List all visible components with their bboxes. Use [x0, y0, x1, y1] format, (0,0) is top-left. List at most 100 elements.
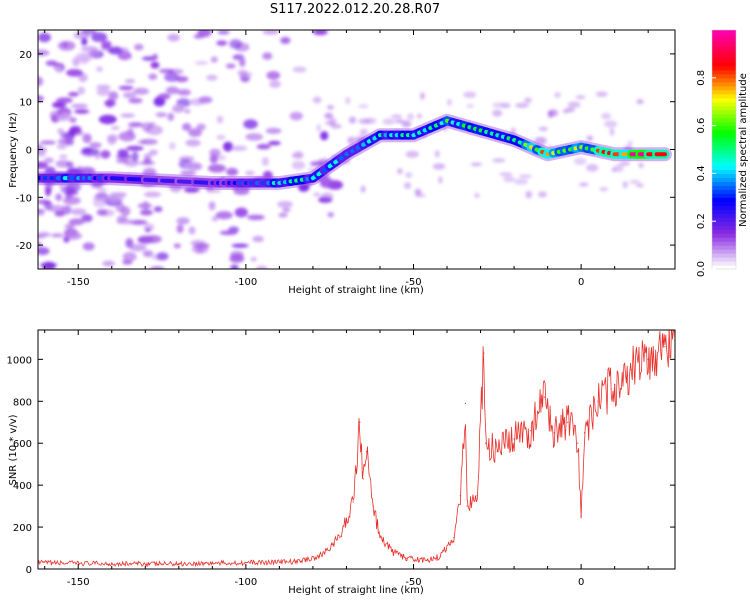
spectrogram-x-axis: -150 -100 -50 0 [44, 30, 649, 288]
snr-point [614, 383, 616, 386]
colorbar-segment [712, 97, 736, 103]
noise-blob [139, 209, 153, 216]
snr-x-tick-label: -50 [405, 577, 421, 588]
snr-point [459, 495, 462, 497]
noise-blob [67, 92, 79, 97]
noise-blob [120, 113, 135, 118]
noise-blob [316, 124, 322, 133]
snr-line [38, 330, 675, 568]
noise-blob [185, 139, 201, 147]
noise-blob [38, 161, 49, 169]
noise-blob [219, 230, 238, 236]
snr-point [664, 346, 666, 348]
noise-blob [158, 93, 171, 100]
noise-blob [298, 183, 310, 192]
noise-blob [81, 214, 93, 223]
noise-blob [266, 71, 281, 80]
noise-blob [216, 40, 228, 46]
noise-blob [38, 32, 51, 43]
noise-blob [118, 54, 133, 60]
noise-blob [153, 206, 163, 213]
colorbar-segment [712, 197, 736, 202]
noise-blob [102, 260, 115, 267]
noise-blob [57, 128, 65, 135]
noise-blob [55, 193, 63, 202]
colorbar-segment [712, 233, 736, 238]
colorbar-tick-label: 0.2 [696, 213, 707, 229]
colorbar-tick-label: 0.4 [696, 165, 707, 181]
noise-blob [124, 79, 136, 84]
noise-blob [148, 73, 158, 81]
snr-point [372, 505, 374, 507]
noise-blob [401, 120, 412, 128]
noise-blob [420, 92, 425, 100]
noise-blob [167, 112, 175, 121]
noise-blob [96, 66, 103, 72]
colorbar-segment [712, 229, 736, 234]
noise-blob [280, 36, 291, 45]
colorbar-segment [712, 225, 736, 230]
noise-blob [245, 133, 264, 141]
colorbar-segment [712, 137, 736, 143]
colorbar-segment [712, 193, 736, 198]
noise-blob [50, 233, 64, 238]
snr-point [178, 563, 180, 565]
colorbar-segment [712, 69, 736, 75]
noise-blob [216, 154, 227, 161]
colorbar-segment [712, 185, 736, 190]
noise-blob [70, 208, 87, 216]
noise-blob [364, 117, 377, 124]
noise-blob [66, 168, 82, 176]
spectrogram-y-tick-label: 0 [26, 146, 32, 157]
noise-blob [140, 138, 158, 145]
noise-blob [52, 101, 62, 109]
colorbar-segment [712, 237, 736, 242]
noise-blob [595, 91, 608, 97]
colorbar-segment [712, 53, 736, 59]
noise-blob [64, 138, 75, 146]
colorbar-ticks: 0.0 0.2 0.4 0.6 0.8 [696, 70, 716, 277]
noise-blob [278, 212, 288, 218]
noise-blob [128, 122, 144, 128]
noise-blob [524, 97, 532, 104]
colorbar-segment [712, 65, 736, 71]
spectrogram-x-tick-label: -50 [405, 277, 421, 288]
snr-y-label: SNR (10 * v/v) [8, 414, 19, 485]
noise-blob [44, 187, 52, 197]
colorbar-segment [712, 117, 736, 123]
noise-blob [80, 147, 99, 157]
snr-point [577, 442, 579, 444]
noise-blob [81, 37, 88, 46]
noise-blob [262, 30, 280, 35]
noise-blob [623, 146, 631, 150]
noise-blob [510, 127, 516, 136]
noise-blob [93, 194, 111, 202]
noise-blob [348, 116, 357, 124]
snr-point [439, 555, 441, 558]
colorbar-label: Normalized spectral amplitude [738, 73, 749, 227]
noise-blob [321, 192, 334, 200]
colorbar-segment [712, 149, 736, 155]
noise-blob [115, 202, 125, 213]
noise-blob [601, 112, 611, 120]
noise-blob [256, 265, 268, 269]
snr-y-tick-label: 600 [13, 439, 32, 450]
snr-x-label: Height of straight line (km) [288, 585, 424, 596]
noise-blob [144, 235, 162, 244]
colorbar-segment [712, 30, 736, 35]
colorbar-segment [712, 241, 736, 246]
snr-frame [37, 329, 676, 570]
noise-blob [80, 30, 97, 35]
noise-blob [56, 97, 73, 104]
noise-blob [141, 122, 152, 132]
noise-blob [186, 162, 203, 171]
colorbar-segment [712, 157, 736, 163]
noise-blob [344, 96, 351, 105]
noise-blob [176, 224, 184, 234]
noise-blob [188, 128, 202, 138]
spectrogram-y-label: Frequency (Hz) [8, 112, 19, 188]
noise-blob [291, 160, 306, 170]
colorbar-segment [712, 129, 736, 135]
noise-blob [635, 183, 644, 188]
noise-blob [207, 163, 226, 173]
